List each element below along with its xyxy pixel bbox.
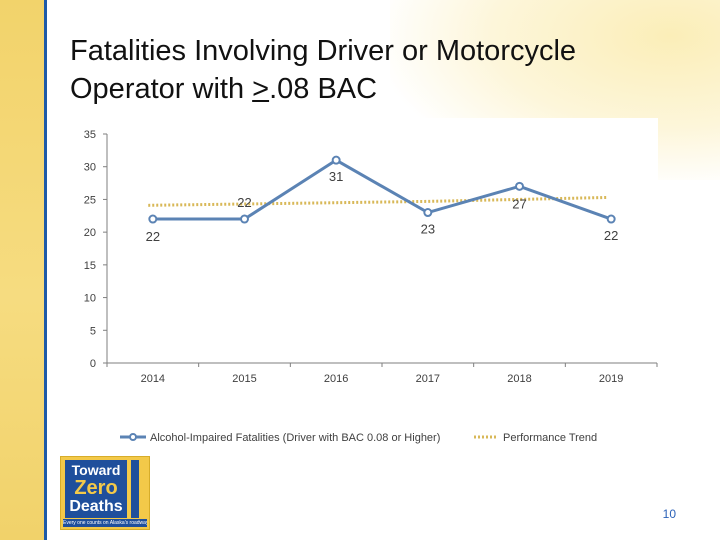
- series-alcohol-impaired-point: [148, 214, 158, 224]
- left-decor-bar: [0, 0, 46, 540]
- y-tick-label: 5: [90, 325, 96, 337]
- logo-badge: Toward Zero Deaths: [65, 460, 127, 518]
- series-alcohol-impaired-point: [515, 181, 524, 191]
- y-tick-label: 35: [84, 129, 96, 141]
- series-alcohol-impaired-point: [606, 214, 616, 224]
- data-label: 23: [421, 222, 435, 237]
- logo-line-2: Zero: [74, 477, 118, 499]
- y-tick-label: 20: [84, 227, 96, 239]
- y-tick-label: 0: [90, 358, 96, 370]
- x-tick-label: 2018: [507, 373, 531, 385]
- series-alcohol-impaired-point: [240, 214, 249, 224]
- x-tick-label: 2019: [599, 373, 623, 385]
- data-label: 22: [146, 229, 160, 244]
- y-tick-label: 15: [84, 260, 96, 272]
- y-tick-label: 10: [84, 293, 96, 305]
- toward-zero-deaths-logo: Toward Zero Deaths Every one counts on A…: [60, 456, 150, 530]
- logo-tagline: Every one counts on Alaska's roadways: [63, 519, 147, 527]
- series-alcohol-impaired-point: [423, 208, 433, 218]
- title-line-2-post: .08 BAC: [269, 73, 378, 105]
- legend-label-alcohol-impaired: Alcohol-Impaired Fatalities (Driver with…: [150, 432, 440, 444]
- logo-stripe: [131, 460, 139, 518]
- left-decor-line: [44, 0, 47, 540]
- x-tick-label: 2016: [324, 373, 348, 385]
- data-label: 27: [512, 196, 526, 211]
- x-tick-label: 2014: [141, 373, 165, 385]
- logo-line-1: Toward: [71, 462, 121, 478]
- title-line-2-pre: Operator with: [70, 73, 253, 105]
- title-line-2-underlined: >: [252, 73, 270, 105]
- x-tick-label: 2017: [416, 373, 440, 385]
- legend-marker-alcohol-impaired: [129, 433, 137, 441]
- logo-line-3: Deaths: [69, 498, 123, 515]
- data-label: 22: [237, 195, 251, 210]
- page-number: 10: [662, 507, 676, 521]
- data-label: 22: [604, 228, 618, 243]
- data-label: 31: [329, 169, 343, 184]
- x-tick-label: 2015: [232, 373, 256, 385]
- title-line-1: Fatalities Involving Driver or Motorcycl…: [70, 35, 577, 67]
- series-alcohol-impaired-point: [331, 155, 341, 165]
- y-tick-label: 25: [84, 194, 96, 206]
- series-alcohol-impaired-line: [152, 158, 612, 221]
- y-tick-label: 30: [84, 162, 96, 174]
- slide-title: Fatalities Involving Driver or Motorcycl…: [70, 32, 710, 108]
- series-performance-trend-line: [148, 195, 607, 207]
- legend-label-performance-trend: Performance Trend: [503, 432, 597, 444]
